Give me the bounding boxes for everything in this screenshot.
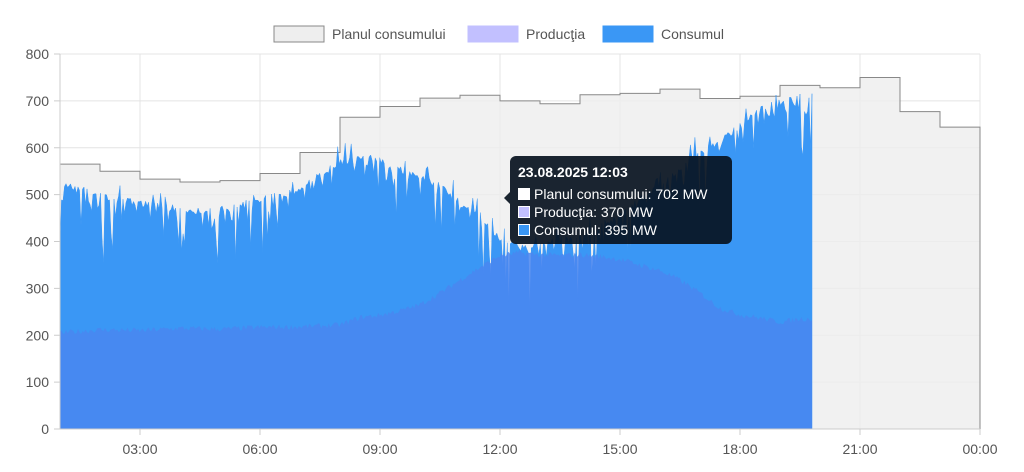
y-tick-label: 0	[41, 421, 49, 437]
y-tick-label: 200	[26, 327, 50, 343]
y-tick-label: 100	[26, 374, 50, 390]
x-tick-label: 21:00	[842, 441, 877, 457]
x-tick-label: 18:00	[722, 441, 757, 457]
tooltip: 23.08.2025 12:03 Planul consumului: 702 …	[504, 156, 732, 244]
tooltip-row-productia: Producţia: 370 MW	[518, 203, 724, 221]
tooltip-swatch-plan	[518, 188, 530, 200]
tooltip-swatch-consumul	[518, 224, 530, 236]
x-tick-label: 09:00	[362, 441, 397, 457]
tooltip-label-productia: Producţia: 370 MW	[534, 204, 654, 220]
legend-item-0[interactable]: Planul consumului	[273, 25, 446, 43]
legend-swatch	[273, 25, 325, 43]
legend-swatch	[467, 25, 519, 43]
tooltip-title: 23.08.2025 12:03	[518, 164, 628, 180]
x-tick-label: 15:00	[602, 441, 637, 457]
legend-label: Planul consumului	[332, 26, 446, 42]
x-tick-label: 06:00	[242, 441, 277, 457]
tooltip-row-consumul: Consumul: 395 MW	[518, 221, 724, 239]
x-tick-label: 12:00	[482, 441, 517, 457]
y-tick-label: 800	[26, 46, 50, 62]
tooltip-label-consumul: Consumul: 395 MW	[534, 222, 657, 238]
tooltip-label-plan: Planul consumului: 702 MW	[534, 186, 708, 202]
legend[interactable]: Planul consumului Producţia Consumul	[273, 25, 724, 43]
axes: 0 100 200 300 400 500 600 700 800 03:00 06:00 09:00…	[26, 46, 998, 457]
plot-area	[59, 76, 981, 430]
y-tick-label: 300	[26, 280, 50, 296]
legend-label: Producţia	[526, 26, 585, 42]
y-tick-label: 500	[26, 187, 50, 203]
series-productia-area	[60, 250, 812, 429]
tooltip-swatch-productia	[518, 206, 530, 218]
x-tick-label: 00:00	[962, 441, 997, 457]
y-tick-label: 400	[26, 234, 50, 250]
x-tick-label: 03:00	[122, 441, 157, 457]
y-tick-label: 700	[26, 93, 50, 109]
legend-item-1[interactable]: Producţia	[467, 25, 585, 43]
legend-item-2[interactable]: Consumul	[602, 25, 724, 43]
y-tick-label: 600	[26, 140, 50, 156]
tooltip-row-plan: Planul consumului: 702 MW	[518, 185, 724, 203]
legend-label: Consumul	[661, 26, 724, 42]
legend-swatch	[602, 25, 654, 43]
